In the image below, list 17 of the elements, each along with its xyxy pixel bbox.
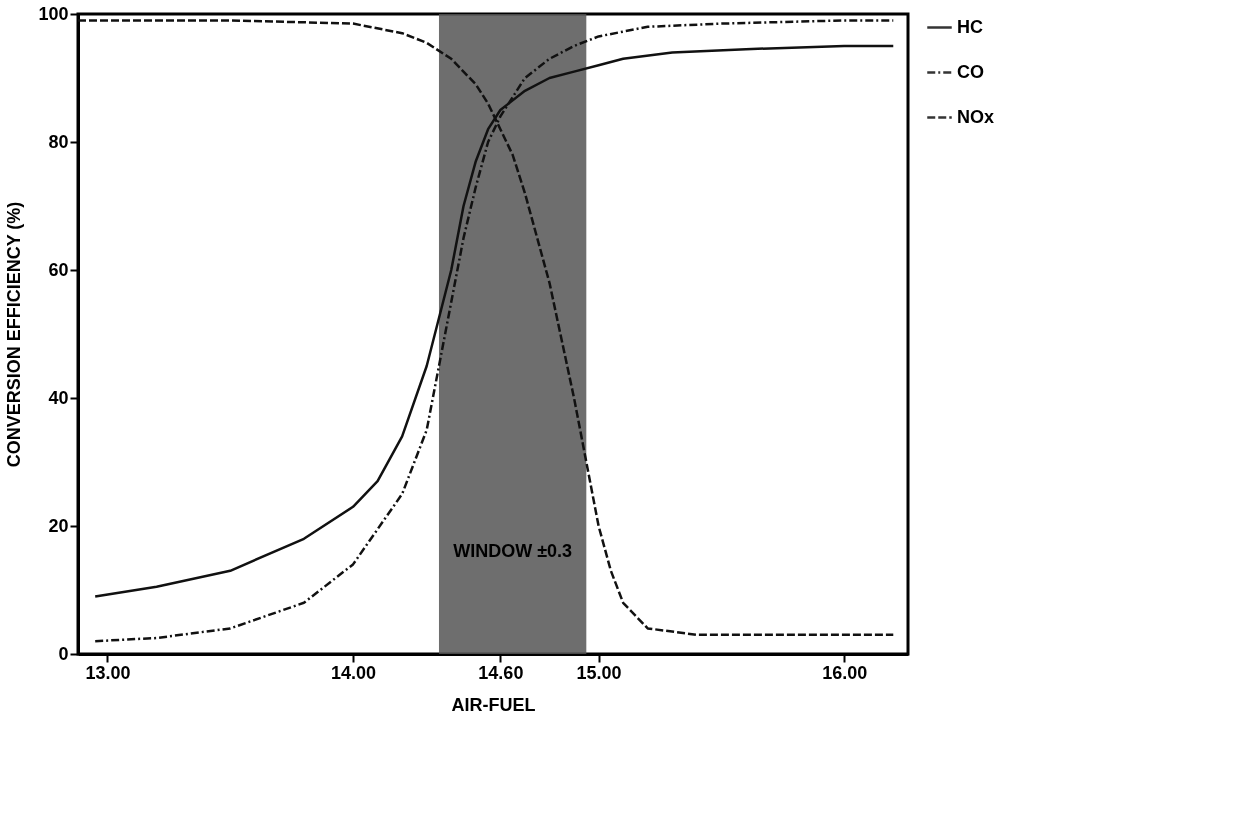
x-tick-label: 15.00 xyxy=(576,662,622,683)
x-tick-label: 14.00 xyxy=(331,662,377,683)
y-tick-label: 100 xyxy=(38,3,69,24)
x-tick-label: 16.00 xyxy=(822,662,868,683)
x-tick-label: 14.60 xyxy=(478,662,524,683)
y-tick-label: 40 xyxy=(48,387,69,408)
y-tick-label: 60 xyxy=(48,259,69,280)
y-axis-title: CONVERSION EFFICIENCY (%) xyxy=(4,201,25,468)
y-tick-label: 0 xyxy=(58,643,69,664)
legend-label: CO xyxy=(957,61,984,82)
y-tick-label: 20 xyxy=(48,515,69,536)
y-tick-label: 80 xyxy=(48,131,69,152)
x-axis-title: AIR-FUEL xyxy=(451,694,536,715)
legend-label: HC xyxy=(957,16,983,37)
legend-label: NOx xyxy=(957,106,995,127)
x-tick-label: 13.00 xyxy=(85,662,131,683)
band-label: WINDOW ±0.3 xyxy=(453,540,573,561)
